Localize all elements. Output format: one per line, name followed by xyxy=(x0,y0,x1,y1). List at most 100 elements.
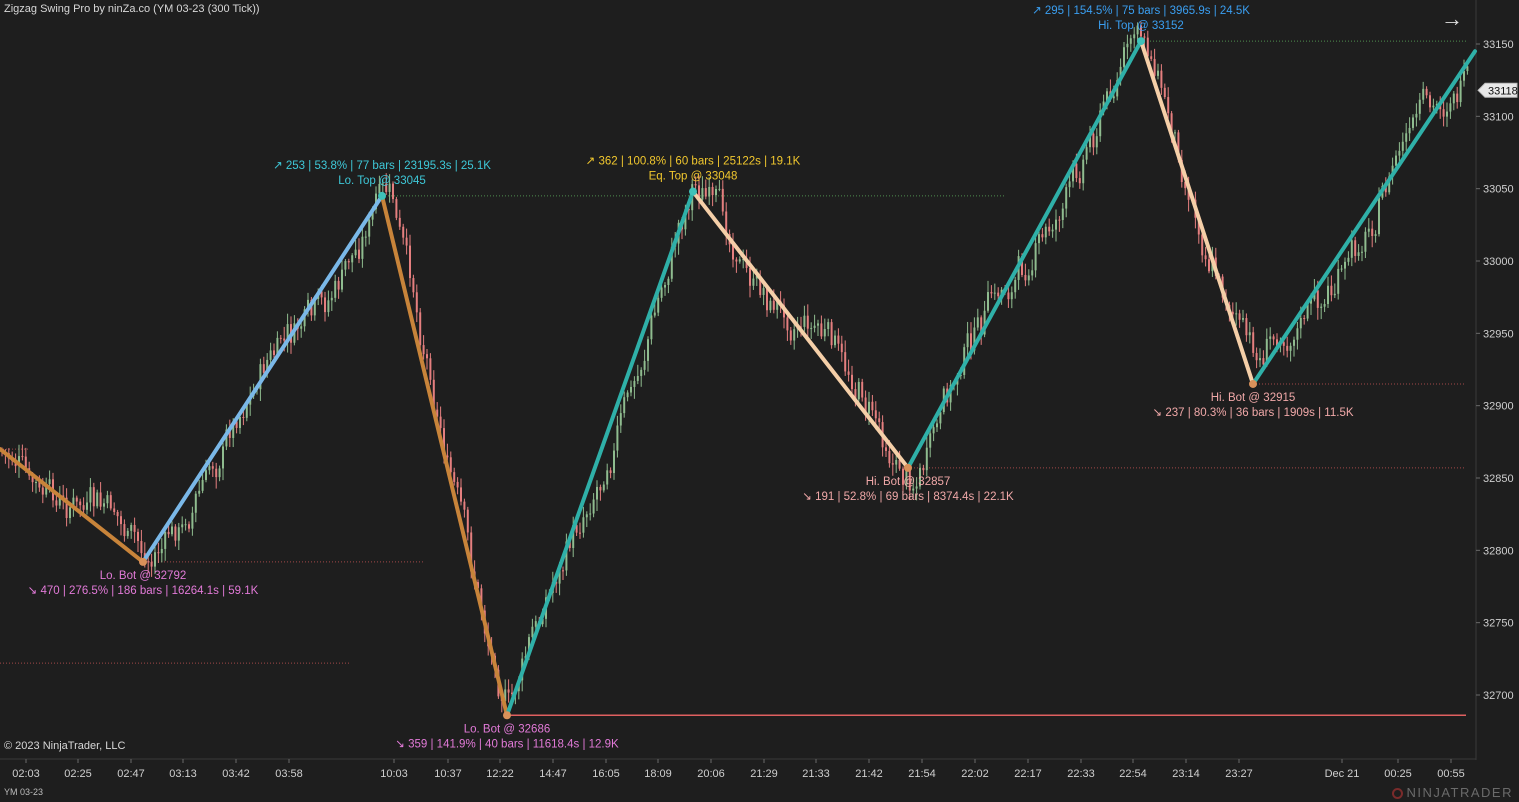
candle-body xyxy=(364,236,367,238)
candle-body xyxy=(103,503,105,507)
pivot-dot xyxy=(378,191,386,200)
candle-body xyxy=(1296,328,1299,340)
candle-body xyxy=(58,495,61,506)
swing-stats: ↘ 237 | 80.3% | 36 bars | 1909s | 11.5K xyxy=(1152,407,1353,419)
swing-label: Hi. Bot @ 32915 xyxy=(1211,392,1296,404)
candle-body xyxy=(959,374,962,376)
candle-body xyxy=(140,541,143,554)
candle-body xyxy=(1405,133,1408,142)
candle-body xyxy=(983,310,986,335)
candle-body xyxy=(1157,70,1159,76)
candle-body xyxy=(235,421,238,428)
candle-body xyxy=(558,570,561,584)
zigzag-lines xyxy=(0,37,1477,720)
candle-body xyxy=(320,291,323,298)
candle-body xyxy=(732,244,734,260)
candle-body xyxy=(1452,93,1455,104)
candle-body xyxy=(1201,234,1204,256)
candle-body xyxy=(905,469,908,485)
candle-body xyxy=(1310,299,1312,304)
time-tick-label: 21:29 xyxy=(750,768,778,780)
candle-body xyxy=(286,324,289,341)
candle-body xyxy=(1289,345,1292,351)
candle-body xyxy=(837,335,840,344)
price-tick-label: 32900 xyxy=(1483,401,1514,413)
candle-body xyxy=(361,236,364,259)
candle-body xyxy=(239,417,241,428)
candle-body xyxy=(1272,336,1275,340)
candle-body xyxy=(456,481,459,488)
candle-body xyxy=(1174,132,1176,134)
time-tick-label: 12:22 xyxy=(486,768,514,780)
candle-body xyxy=(817,323,819,326)
candle-body xyxy=(1140,25,1142,37)
candle-body xyxy=(1446,111,1448,117)
candle-body xyxy=(259,364,262,390)
candle-body xyxy=(31,475,34,483)
candle-body xyxy=(1282,342,1285,346)
candle-body xyxy=(242,417,245,419)
price-tick-label: 32700 xyxy=(1483,690,1514,702)
candle-body xyxy=(1208,259,1210,272)
candle-body xyxy=(1330,285,1333,296)
price-tick-label: 32850 xyxy=(1483,473,1514,485)
candle-body xyxy=(851,374,853,390)
candle-body xyxy=(75,497,78,502)
price-tick-label: 33050 xyxy=(1483,184,1514,196)
candle-body xyxy=(1395,155,1397,166)
zigzag-segment xyxy=(380,193,509,718)
candle-body xyxy=(1044,226,1047,238)
swing-labels: Lo. Bot @ 32792 ↘ 470 | 276.5% | 186 bars… xyxy=(28,5,1354,750)
candle-body xyxy=(582,517,585,533)
price-tick-label: 33000 xyxy=(1483,256,1514,268)
candle-body xyxy=(1024,274,1027,281)
price-tick-label: 32800 xyxy=(1483,545,1514,557)
candle-body xyxy=(92,487,95,507)
candle-body xyxy=(167,531,170,535)
candle-body xyxy=(79,501,82,506)
candle-body xyxy=(830,322,833,346)
candle-body xyxy=(694,184,697,186)
pivot-dot xyxy=(1137,37,1145,46)
candle-body xyxy=(385,183,388,192)
candle-body xyxy=(106,495,109,504)
candle-body xyxy=(840,343,843,353)
candle-body xyxy=(177,527,180,541)
candle-body xyxy=(891,463,894,465)
candle-body xyxy=(623,397,626,414)
candle-body xyxy=(45,484,48,495)
candle-body xyxy=(307,299,309,310)
candle-body xyxy=(1027,275,1030,281)
candle-body xyxy=(902,468,904,485)
candle-body xyxy=(1238,313,1241,320)
candle-body xyxy=(1316,290,1319,308)
candle-body xyxy=(684,208,687,230)
candle-body xyxy=(1252,332,1255,353)
candle-body xyxy=(708,186,711,197)
candle-body xyxy=(834,335,836,346)
candle-body xyxy=(188,524,190,529)
chart-grid xyxy=(0,0,1477,760)
candle-body xyxy=(1412,117,1414,128)
candle-body xyxy=(109,495,112,509)
candle-body xyxy=(1129,38,1132,44)
candle-body xyxy=(973,327,976,351)
candle-body xyxy=(579,532,581,534)
candle-body xyxy=(1340,268,1343,270)
candle-body xyxy=(344,261,347,270)
candle-body xyxy=(419,312,422,346)
candle-body xyxy=(477,582,479,589)
candle-body xyxy=(1248,332,1251,336)
candle-body xyxy=(1061,208,1064,220)
candle-body xyxy=(660,287,663,298)
time-axis: 02:03 02:25 02:47 03:13 03:42 03:58 10:03 10:37… xyxy=(12,759,1465,780)
chart-title: Zigzag Swing Pro by ninZa.co (YM 03-23 (… xyxy=(4,3,260,15)
candle-body xyxy=(1388,176,1391,193)
candle-body xyxy=(823,329,826,337)
candle-body xyxy=(555,581,558,584)
time-tick-label: 02:25 xyxy=(64,768,92,780)
candle-body xyxy=(1055,219,1057,230)
arrow-right-icon[interactable]: → xyxy=(1441,6,1463,31)
candle-body xyxy=(1051,229,1054,232)
